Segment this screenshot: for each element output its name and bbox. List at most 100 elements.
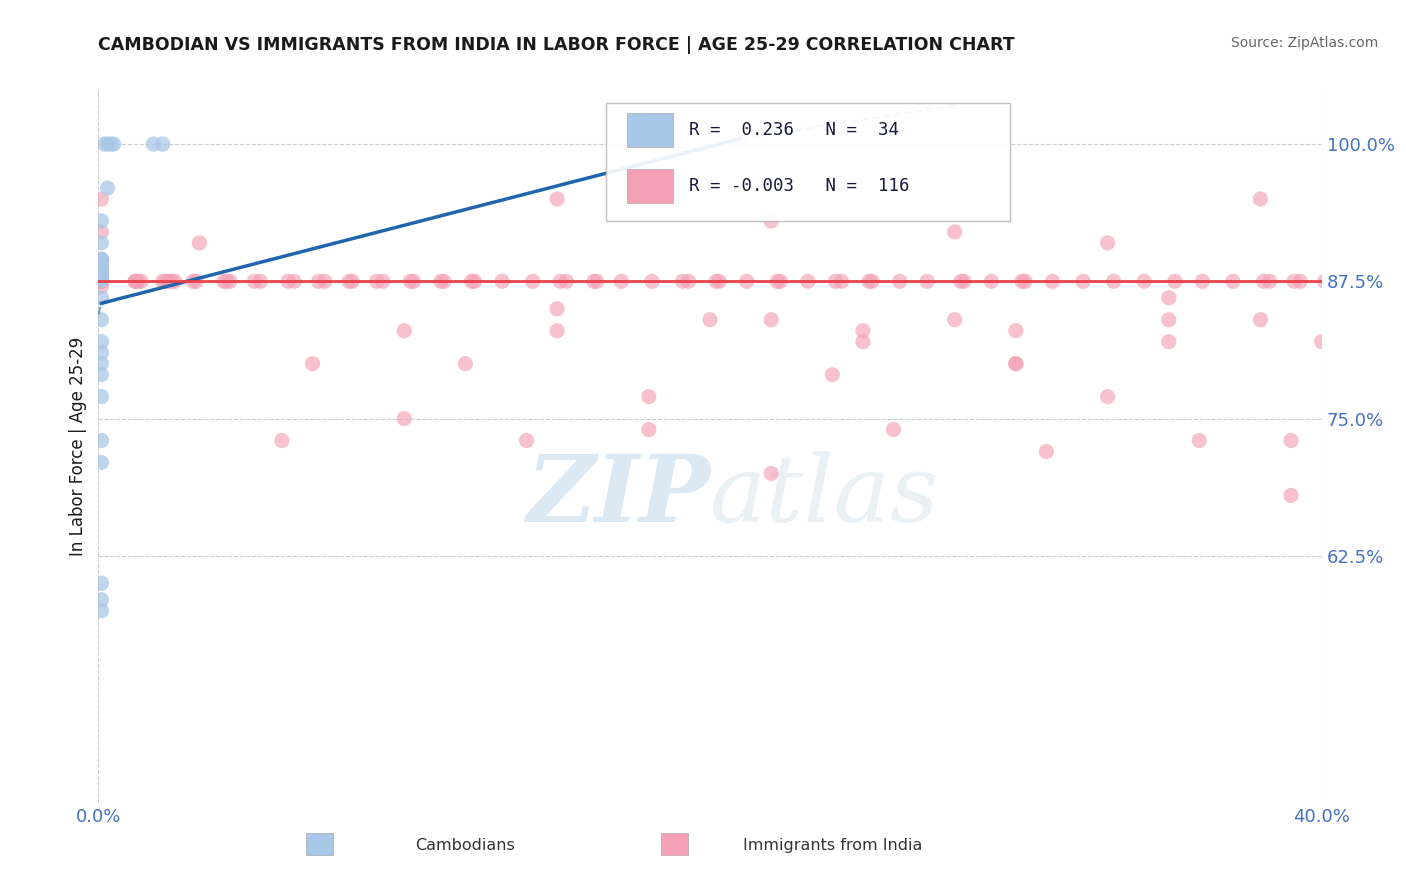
Point (671, 274, 693, 288)
Point (93, 137, 115, 152)
Point (699, 312, 721, 326)
Text: R = -0.003   N =  116: R = -0.003 N = 116 (689, 178, 910, 195)
Point (1279, 434, 1302, 448)
Point (90, 258, 112, 272)
Point (97, 137, 120, 152)
Point (943, 312, 966, 326)
Point (1014, 274, 1036, 288)
Point (759, 312, 782, 326)
Point (430, 274, 453, 288)
Point (610, 274, 633, 288)
Point (1011, 274, 1033, 288)
Point (548, 274, 571, 288)
Point (90, 268, 112, 283)
Point (301, 357, 323, 371)
Point (766, 274, 789, 288)
Point (1249, 192, 1271, 206)
Point (157, 274, 180, 288)
Point (709, 274, 731, 288)
Point (546, 192, 568, 206)
Point (637, 423, 661, 437)
Point (1157, 312, 1180, 326)
Point (797, 274, 820, 288)
Point (160, 274, 183, 288)
Point (308, 274, 330, 288)
Point (1313, 274, 1336, 288)
Point (129, 274, 152, 288)
Point (249, 274, 271, 288)
Point (1071, 274, 1094, 288)
Point (852, 334, 875, 349)
Point (371, 274, 394, 288)
Bar (307, 833, 333, 855)
Point (1282, 274, 1305, 288)
Point (454, 357, 477, 371)
Point (90, 345, 112, 359)
Point (90, 368, 112, 382)
Point (858, 274, 880, 288)
Bar (627, 169, 673, 203)
Point (90, 252, 112, 267)
Point (152, 137, 174, 152)
Point (678, 274, 700, 288)
Point (953, 274, 976, 288)
Point (1097, 390, 1119, 404)
Point (1097, 235, 1119, 250)
Point (90, 592, 112, 607)
Text: Source: ZipAtlas.com: Source: ZipAtlas.com (1230, 36, 1378, 50)
Point (90, 273, 112, 287)
Point (337, 274, 360, 288)
Point (90, 269, 112, 284)
Point (212, 274, 235, 288)
Point (949, 274, 972, 288)
Point (769, 274, 792, 288)
Point (831, 274, 853, 288)
Point (366, 274, 388, 288)
Point (546, 324, 568, 338)
Point (90, 274, 112, 288)
Point (392, 411, 416, 425)
Point (522, 274, 544, 288)
Point (980, 274, 1002, 288)
Point (1258, 274, 1281, 288)
Point (735, 274, 758, 288)
Point (402, 274, 425, 288)
Point (90, 274, 112, 288)
Point (464, 274, 486, 288)
Point (90, 291, 112, 305)
Point (915, 274, 938, 288)
Point (90, 334, 112, 349)
Point (90, 252, 112, 267)
Point (516, 434, 538, 448)
Point (555, 274, 578, 288)
Point (1222, 274, 1244, 288)
Point (188, 235, 211, 250)
Point (821, 368, 844, 382)
Point (1249, 312, 1271, 326)
Point (90, 225, 112, 239)
Point (1004, 357, 1026, 371)
Point (163, 274, 186, 288)
Point (1035, 444, 1057, 458)
Point (155, 274, 177, 288)
Point (90, 272, 112, 286)
Point (759, 214, 782, 228)
Point (1157, 334, 1180, 349)
Point (546, 301, 568, 316)
Point (582, 274, 605, 288)
Point (90, 268, 112, 282)
Text: CAMBODIAN VS IMMIGRANTS FROM INDIA IN LABOR FORCE | AGE 25-29 CORRELATION CHART: CAMBODIAN VS IMMIGRANTS FROM INDIA IN LA… (98, 36, 1015, 54)
Point (152, 274, 174, 288)
Point (1102, 274, 1125, 288)
Text: Immigrants from India: Immigrants from India (742, 838, 922, 853)
Point (883, 423, 905, 437)
Point (641, 274, 664, 288)
Point (90, 357, 112, 371)
Point (186, 274, 208, 288)
Point (759, 467, 782, 481)
Point (860, 274, 883, 288)
Point (392, 324, 416, 338)
Point (342, 274, 364, 288)
Point (1310, 334, 1333, 349)
Point (491, 274, 513, 288)
